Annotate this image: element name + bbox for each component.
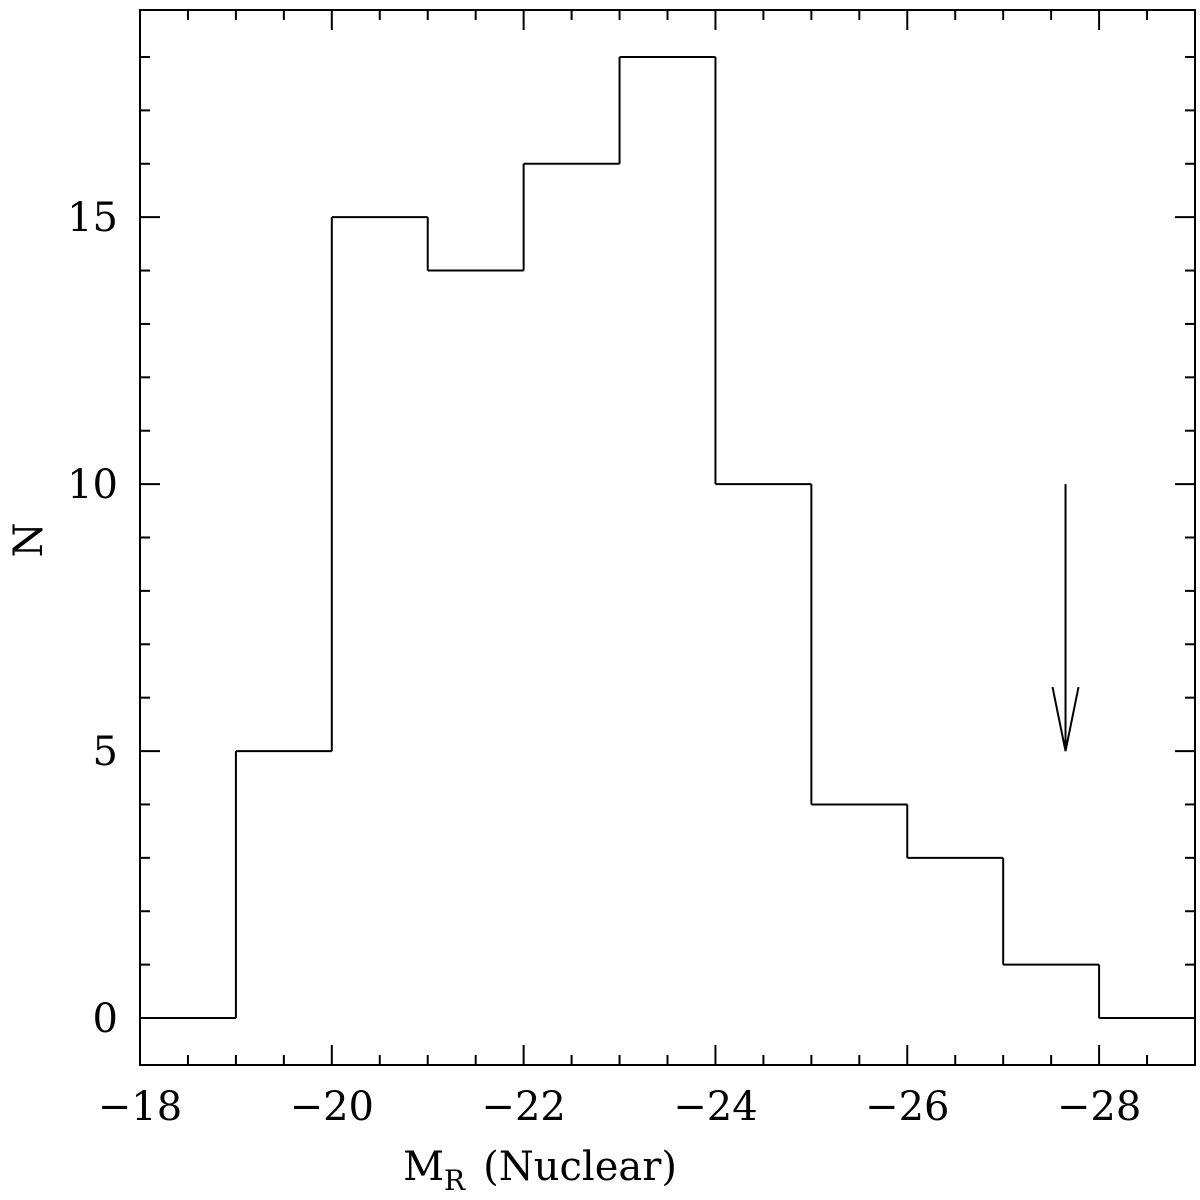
x-tick-label: −26 <box>865 1084 949 1130</box>
x-label-main: M <box>403 1144 444 1190</box>
y-tick-label: 10 <box>67 462 118 508</box>
y-tick-label: 15 <box>67 195 118 241</box>
x-label-sub: R <box>444 1164 466 1197</box>
x-tick-label: −28 <box>1057 1084 1141 1130</box>
x-tick-label: −18 <box>98 1084 182 1130</box>
arrow-head <box>1051 686 1080 752</box>
y-axis-label: N <box>6 523 52 558</box>
x-label-rest: (Nuclear) <box>483 1144 677 1190</box>
x-tick-label: −20 <box>290 1084 374 1130</box>
y-tick-label: 0 <box>93 996 118 1042</box>
plot-frame <box>139 9 1196 1066</box>
x-tick-label: −22 <box>481 1084 565 1130</box>
x-axis-label: MR (Nuclear) <box>403 1144 677 1197</box>
x-tick-label: −24 <box>673 1084 757 1130</box>
y-tick-label: 5 <box>93 729 118 775</box>
